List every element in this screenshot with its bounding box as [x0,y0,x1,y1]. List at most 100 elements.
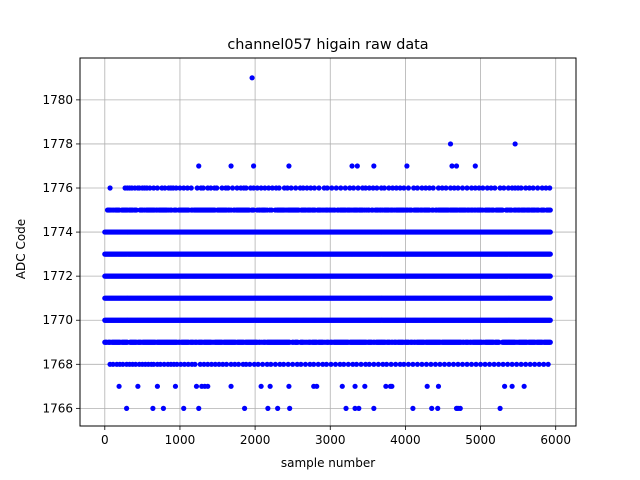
data-point [449,163,455,169]
data-point [541,361,547,367]
data-point [135,383,141,389]
data-point [495,361,502,367]
x-tick-label: 4000 [390,433,421,447]
data-point [426,185,433,191]
data-point [329,185,335,191]
data-point [437,361,443,367]
data-point [243,361,249,367]
data-point [262,185,268,191]
x-tick-label: 0 [101,433,109,447]
data-point [355,185,361,191]
data-point [157,361,164,367]
data-point [410,405,416,411]
data-point [390,185,396,191]
data-point [547,339,553,345]
data-point [371,405,377,411]
data-point [150,405,156,411]
data-point [484,185,490,191]
data-point [366,361,372,367]
data-point [453,163,460,169]
data-point [133,361,139,367]
data-point [414,361,421,367]
data-point [133,207,139,213]
data-point [323,361,330,367]
data-point [294,361,300,367]
data-point [205,383,211,389]
x-tick-label: 1000 [165,433,196,447]
data-point [229,185,236,191]
data-point [249,75,255,81]
data-point [223,361,230,367]
y-tick-label: 1768 [42,357,73,371]
data-point [362,361,369,367]
data-point [285,361,291,367]
data-point [151,185,157,191]
data-point [545,361,551,367]
data-point [358,361,364,367]
data-point [234,185,240,191]
data-point [535,185,541,191]
data-point [455,185,461,191]
data-point [341,361,347,367]
data-point [225,185,231,191]
data-point [393,361,399,367]
data-point [459,361,466,367]
data-point [497,405,503,411]
data-point [267,383,273,389]
data-point [293,185,299,191]
data-point [547,273,553,279]
data-point [526,185,533,191]
data-point [241,405,248,411]
data-point [173,185,179,191]
y-tick-label: 1766 [42,401,73,415]
data-point [443,185,449,191]
data-point [371,163,377,169]
data-point [185,361,191,367]
data-point [397,185,403,191]
data-point [196,163,202,169]
data-point [300,185,306,191]
data-point [196,405,202,411]
data-point [389,383,395,389]
data-point [269,207,275,213]
data-point [160,405,167,411]
data-point [154,185,161,191]
data-point [181,361,188,367]
data-point [264,361,270,367]
data-point [393,185,399,191]
data-point [547,229,553,235]
data-point [405,185,412,191]
data-point [308,185,314,191]
data-point [311,185,318,191]
data-point [110,361,116,367]
data-point [337,361,343,367]
data-point [362,383,368,389]
data-point [349,163,355,169]
data-point [419,185,425,191]
x-axis-label: sample number [281,456,375,470]
data-point [547,295,553,301]
data-point [501,185,507,191]
data-point [338,185,344,191]
data-point [147,185,153,191]
data-point [343,405,349,411]
data-point [505,185,511,191]
data-point [347,185,353,191]
data-point [450,361,457,367]
data-point [307,361,313,367]
data-point [328,361,334,367]
data-point [286,163,292,169]
data-point [251,207,257,213]
data-point [447,141,454,147]
data-point [547,207,553,213]
data-point [311,361,317,367]
data-point [251,163,257,169]
data-point [512,141,518,147]
data-point [255,361,261,367]
data-point [116,383,122,389]
data-point [488,185,494,191]
data-point [316,185,322,191]
data-point [342,185,348,191]
data-point [435,383,442,389]
data-point [509,361,515,367]
